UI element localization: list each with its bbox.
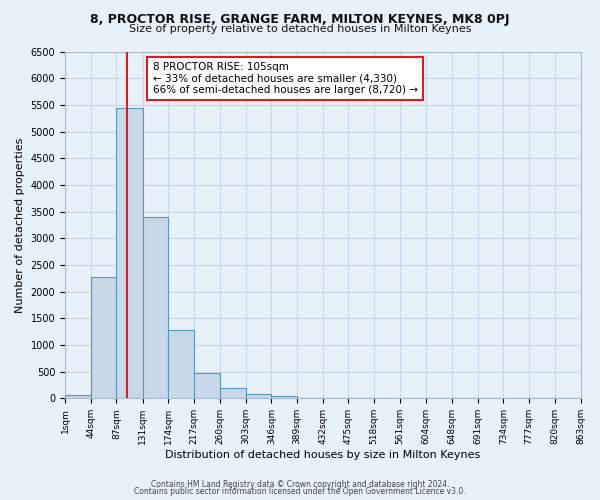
Bar xyxy=(220,388,245,398)
Text: Size of property relative to detached houses in Milton Keynes: Size of property relative to detached ho… xyxy=(129,24,471,34)
Bar xyxy=(116,108,143,399)
Bar xyxy=(143,218,169,398)
Bar xyxy=(271,396,297,398)
Text: Contains HM Land Registry data © Crown copyright and database right 2024.: Contains HM Land Registry data © Crown c… xyxy=(151,480,449,489)
Text: 8, PROCTOR RISE, GRANGE FARM, MILTON KEYNES, MK8 0PJ: 8, PROCTOR RISE, GRANGE FARM, MILTON KEY… xyxy=(90,12,510,26)
Bar xyxy=(65,394,91,398)
Text: 8 PROCTOR RISE: 105sqm
← 33% of detached houses are smaller (4,330)
66% of semi-: 8 PROCTOR RISE: 105sqm ← 33% of detached… xyxy=(152,62,418,95)
Bar xyxy=(194,372,220,398)
Text: Contains public sector information licensed under the Open Government Licence v3: Contains public sector information licen… xyxy=(134,488,466,496)
Y-axis label: Number of detached properties: Number of detached properties xyxy=(15,137,25,312)
X-axis label: Distribution of detached houses by size in Milton Keynes: Distribution of detached houses by size … xyxy=(165,450,481,460)
Bar xyxy=(245,394,271,398)
Bar xyxy=(169,330,194,398)
Bar xyxy=(91,277,116,398)
